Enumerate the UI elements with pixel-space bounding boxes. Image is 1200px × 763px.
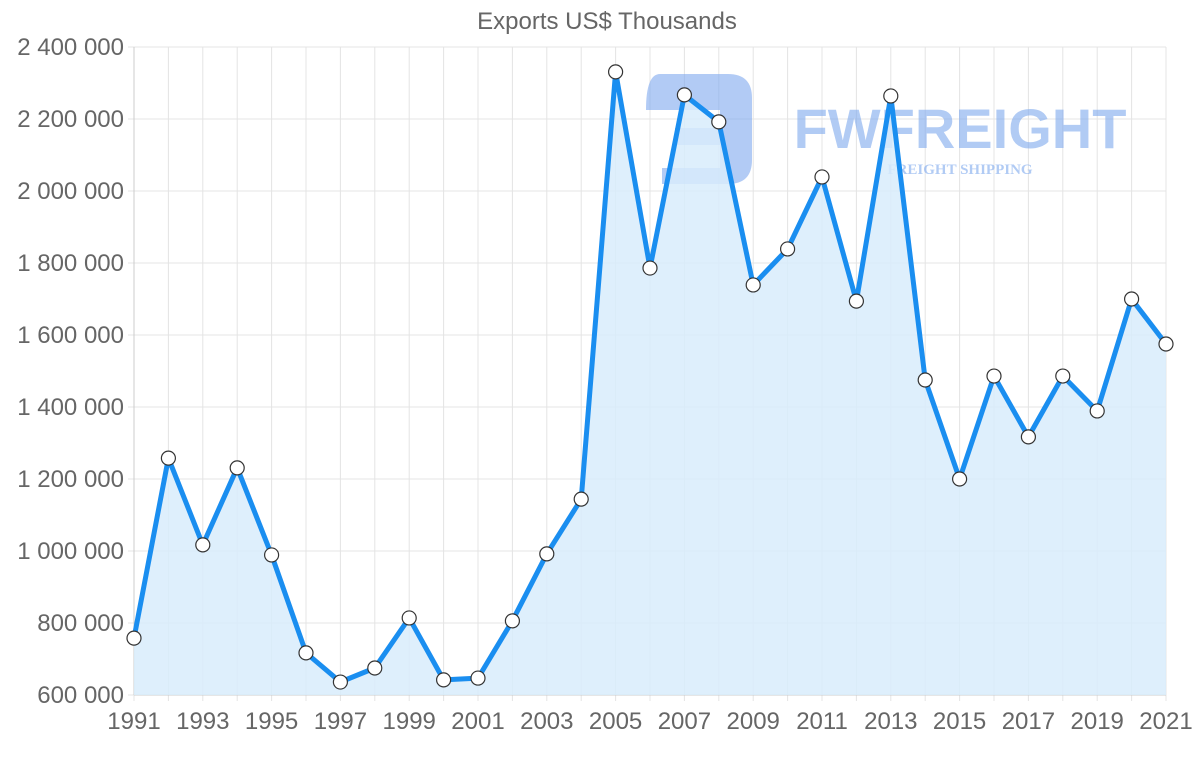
x-tick-label: 1997	[314, 708, 367, 735]
x-tick-label: 2015	[933, 708, 986, 735]
y-axis-ticks: 600 000 800 000 1 000 000 1 200 000 1 400 00…	[17, 34, 124, 709]
data-point[interactable]	[195, 537, 211, 553]
x-axis-ticks: 1991 1993 1995 1997 1999 2001 2003 2005 2007 2009…	[107, 708, 1192, 735]
x-tick-label: 1999	[383, 708, 436, 735]
data-point[interactable]	[814, 169, 830, 185]
y-tick-label: 1 400 000	[17, 394, 124, 421]
data-point[interactable]	[745, 277, 761, 293]
series-area-fill	[134, 71, 1166, 696]
x-tick-label: 2017	[1002, 708, 1055, 735]
data-point[interactable]	[1123, 291, 1140, 307]
x-tick-label: 2009	[727, 708, 780, 735]
data-point[interactable]	[1089, 403, 1105, 419]
x-tick-label: 2007	[658, 708, 711, 735]
watermark-brand-text: FWFREIGHT	[794, 97, 1127, 160]
data-point[interactable]	[1020, 429, 1037, 445]
x-tick-label: 2011	[796, 708, 848, 735]
data-point[interactable]	[1158, 336, 1174, 352]
y-tick-label: 1 000 000	[17, 538, 124, 565]
x-tick-label: 2013	[864, 708, 917, 735]
data-point[interactable]	[779, 241, 796, 257]
data-point[interactable]	[539, 546, 555, 562]
data-point[interactable]	[676, 87, 693, 103]
x-tick-label: 2005	[589, 708, 642, 735]
data-point[interactable]	[229, 460, 245, 476]
data-point[interactable]	[470, 670, 486, 686]
data-point[interactable]	[883, 88, 899, 104]
data-point[interactable]	[573, 491, 589, 507]
data-point[interactable]	[126, 630, 142, 646]
data-point[interactable]	[264, 547, 280, 563]
data-point[interactable]	[436, 672, 452, 688]
y-tick-label: 2 400 000	[17, 34, 124, 61]
y-tick-label: 600 000	[37, 682, 124, 709]
x-tick-label: 1995	[245, 708, 298, 735]
data-point[interactable]	[848, 293, 865, 309]
y-tick-label: 1 200 000	[17, 466, 124, 493]
x-tick-label: 1993	[176, 708, 229, 735]
x-tick-label: 2019	[1071, 708, 1124, 735]
data-point[interactable]	[504, 613, 521, 629]
data-point[interactable]	[917, 372, 933, 388]
x-tick-label: 2003	[520, 708, 573, 735]
x-tick-label: 2021	[1139, 708, 1192, 735]
data-point[interactable]	[951, 471, 968, 487]
data-points	[126, 64, 1174, 690]
data-point[interactable]	[1055, 368, 1071, 384]
data-point[interactable]	[711, 114, 727, 130]
y-tick-label: 2 000 000	[17, 178, 124, 205]
y-tick-label: 1 600 000	[17, 322, 124, 349]
chart-title: Exports US$ Thousands	[477, 8, 737, 35]
data-point[interactable]	[986, 368, 1002, 384]
y-tick-label: 2 200 000	[17, 106, 124, 133]
x-tick-label: 2001	[451, 708, 504, 735]
data-point[interactable]	[401, 610, 417, 626]
data-point[interactable]	[332, 674, 348, 690]
data-point[interactable]	[160, 450, 176, 466]
watermark-tagline-text: FREIGHT SHIPPING	[887, 162, 1032, 178]
data-point[interactable]	[367, 660, 383, 676]
y-tick-label: 800 000	[37, 610, 124, 637]
y-tick-label: 1 800 000	[17, 250, 124, 277]
data-point[interactable]	[642, 260, 658, 276]
data-point[interactable]	[298, 645, 314, 661]
x-tick-label: 1991	[107, 708, 160, 735]
data-point[interactable]	[607, 64, 624, 80]
